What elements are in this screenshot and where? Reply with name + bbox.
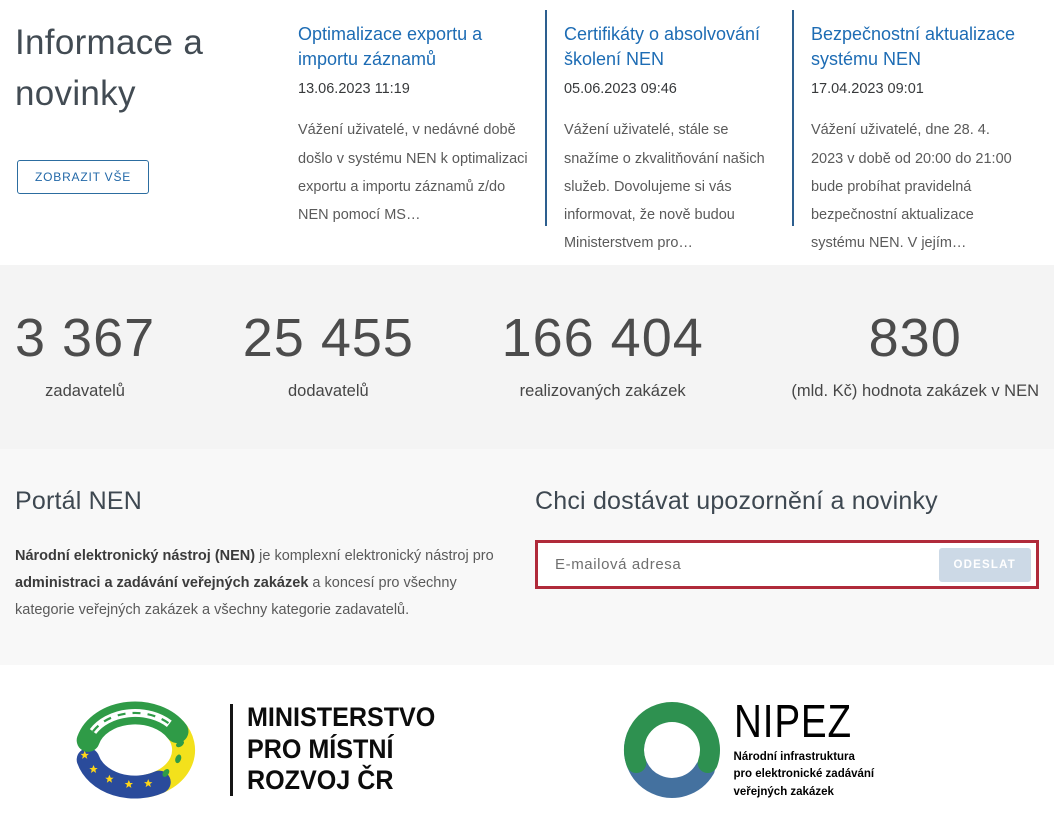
portal-heading: Portál NEN xyxy=(15,487,143,515)
portal-description: Národní elektronický nástroj (NEN) je ko… xyxy=(15,543,497,623)
mmr-text-line: ROZVOJ ČR xyxy=(247,765,394,796)
news-intro: Informace a novinky ZOBRAZIT VŠE xyxy=(15,0,298,265)
show-all-button[interactable]: ZOBRAZIT VŠE xyxy=(17,159,150,194)
mmr-logo-divider xyxy=(230,703,233,796)
mmr-logo-link[interactable]: MINISTERSTVO PRO MÍSTNÍ ROZVOJ ČR xyxy=(60,695,450,805)
stat-value: 25 455 xyxy=(242,308,414,368)
article-excerpt: Vážení uživatelé, v nedávné době došlo v… xyxy=(298,122,528,224)
article-card: Certifikáty o absolvování školení NEN 05… xyxy=(544,10,792,251)
stat-value: 3 367 xyxy=(15,308,156,368)
portal-desc-bold: administraci a zadávání veřejných zakáze… xyxy=(15,574,309,591)
mmr-text-line: MINISTERSTVO xyxy=(247,701,436,732)
stat-zadavatelu: 3 367 zadavatelů xyxy=(15,308,156,401)
article-date: 13.06.2023 11:19 xyxy=(298,81,410,98)
stats-section: 3 367 zadavatelů 25 455 dodavatelů 166 4… xyxy=(0,265,1054,449)
article-date: 05.06.2023 09:46 xyxy=(563,81,677,98)
stat-label: dodavatelů xyxy=(287,382,369,401)
nipez-title: NIPEZ xyxy=(733,695,852,748)
subscribe-block: Chci dostávat upozornění a novinky ODESL… xyxy=(527,449,1039,665)
mmr-text-line: PRO MÍSTNÍ xyxy=(247,733,394,764)
portal-desc-bold: Národní elektronický nástroj (NEN) xyxy=(15,548,256,564)
mmr-logo-text: MINISTERSTVO PRO MÍSTNÍ ROZVOJ ČR xyxy=(247,702,435,798)
footer: MINISTERSTVO PRO MÍSTNÍ ROZVOJ ČR NIPEZ … xyxy=(0,665,1054,834)
portal-desc-text: a koncesí pro všechny kategorie veřejnýc… xyxy=(15,574,457,618)
article-card: Bezpečnostní aktualizace systému NEN 17.… xyxy=(791,10,1039,251)
submit-button[interactable]: ODESLAT xyxy=(938,547,1031,582)
email-input[interactable] xyxy=(538,543,939,586)
page-title: Informace a novinky xyxy=(15,23,204,113)
article-title-link[interactable]: Optimalizace exportu a importu záznamů xyxy=(298,24,483,70)
portal-info: Portál NEN Národní elektronický nástroj … xyxy=(15,449,527,665)
article-date: 17.04.2023 09:01 xyxy=(810,81,924,98)
stat-label: realizovaných zakázek xyxy=(519,382,686,401)
subscribe-form: ODESLAT xyxy=(535,540,1039,589)
article-card: Optimalizace exportu a importu záznamů 1… xyxy=(298,10,545,226)
nipez-logo-text: NIPEZ Národní infrastruktura pro elektro… xyxy=(734,698,875,801)
stat-label: (mld. Kč) hodnota zakázek v NEN xyxy=(791,382,1039,401)
subscribe-heading: Chci dostávat upozornění a novinky xyxy=(535,487,938,515)
stat-value: 166 404 xyxy=(501,308,704,368)
article-title-link[interactable]: Bezpečnostní aktualizace systému NEN xyxy=(810,24,1016,70)
mmr-swirl-icon xyxy=(76,701,196,798)
article-excerpt: Vážení uživatelé, stále se snažíme o zkv… xyxy=(563,122,765,252)
stat-label: zadavatelů xyxy=(45,382,125,401)
nipez-subtitle: Národní infrastruktura pro elektronické … xyxy=(734,749,875,801)
article-excerpt: Vážení uživatelé, dne 28. 4. 2023 v době… xyxy=(810,122,1012,252)
stat-zakazek: 166 404 realizovaných zakázek xyxy=(501,308,704,401)
stat-hodnota: 830 (mld. Kč) hodnota zakázek v NEN xyxy=(791,308,1039,401)
articles-list: Optimalizace exportu a importu záznamů 1… xyxy=(298,10,1039,251)
stat-dodavatelu: 25 455 dodavatelů xyxy=(242,308,414,401)
news-section: Informace a novinky ZOBRAZIT VŠE Optimal… xyxy=(0,0,1054,265)
nipez-subtitle-line: veřejných zakázek xyxy=(733,785,834,798)
nipez-subtitle-line: pro elektronické zadávání xyxy=(733,768,875,781)
nipez-subtitle-line: Národní infrastruktura xyxy=(733,751,855,764)
nipez-logo-link[interactable]: NIPEZ Národní infrastruktura pro elektro… xyxy=(622,698,875,802)
nipez-circle-icon xyxy=(623,701,720,798)
portal-section: Portál NEN Národní elektronický nástroj … xyxy=(0,449,1054,665)
article-title-link[interactable]: Certifikáty o absolvování školení NEN xyxy=(563,24,761,70)
portal-desc-text: je komplexní elektronický nástroj pro xyxy=(255,548,494,564)
stat-value: 830 xyxy=(868,308,962,368)
